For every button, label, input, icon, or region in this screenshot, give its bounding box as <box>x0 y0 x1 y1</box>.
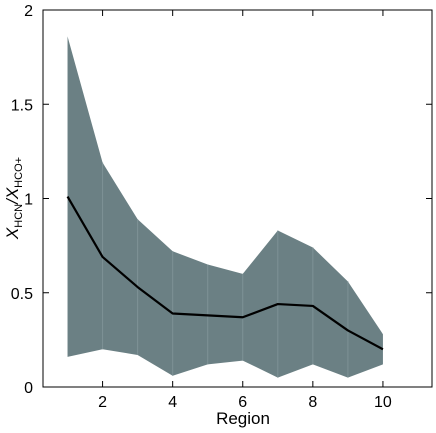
x-tick-label: 2 <box>98 394 107 411</box>
x-tick-label: 10 <box>374 394 392 411</box>
median-line <box>66 196 384 351</box>
plot-frame <box>42 9 433 388</box>
y-tick-label: 0 <box>24 380 33 397</box>
plot-area <box>66 36 384 378</box>
x-axis-label: Region <box>216 409 270 428</box>
y-tick-label: 2 <box>24 3 33 20</box>
y-tick-label: 1.5 <box>11 97 33 114</box>
y-axis-label: XHCN/XHCO+ <box>3 157 25 240</box>
y-axis-label-sub2: HCO+ <box>13 157 25 188</box>
x-tick-label: 8 <box>308 394 317 411</box>
y-tick-label: 0.5 <box>11 286 33 303</box>
tick-labels: 2 4 6 8 10 0 0.5 1 1.5 2 <box>11 3 392 411</box>
x-tick-label: 4 <box>168 394 177 411</box>
range-band <box>67 36 383 378</box>
x-tick-label: 6 <box>238 394 247 411</box>
y-tick-label: 1 <box>24 192 33 209</box>
y-axis-label-sep: /X <box>3 187 22 205</box>
y-axis-label-main: X <box>3 227 22 240</box>
y-axis-label-sub1: HCN <box>13 204 25 228</box>
